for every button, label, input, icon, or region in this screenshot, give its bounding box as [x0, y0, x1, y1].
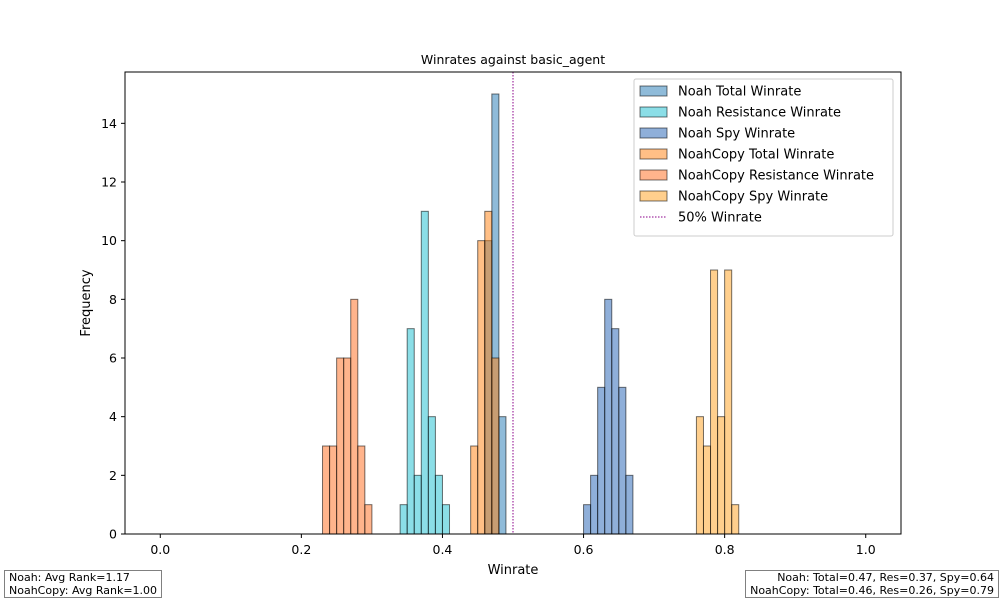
histogram-bar	[717, 416, 726, 535]
legend-label: Noah Spy Winrate	[678, 127, 795, 142]
histogram-bar	[611, 328, 620, 535]
y-tick-label: 4	[109, 409, 117, 424]
histogram-bar	[604, 298, 613, 535]
histogram-bar	[427, 416, 436, 535]
histogram-bar	[618, 386, 627, 535]
y-tick-label: 14	[101, 116, 117, 131]
x-tick-label: 0.4	[433, 542, 453, 557]
x-axis: 0.0 0.2 0.4 0.6 0.8 1.0	[150, 534, 876, 557]
histogram-bar	[731, 504, 740, 535]
note-right-line-1: Noah: Total=0.47, Res=0.37, Spy=0.64	[777, 571, 994, 584]
legend-label: Noah Total Winrate	[678, 85, 801, 100]
legend-label: NoahCopy Resistance Winrate	[678, 169, 874, 184]
legend-swatch	[639, 127, 668, 139]
y-tick-label: 8	[109, 292, 117, 307]
histogram-bar	[420, 210, 429, 535]
legend-swatch	[639, 190, 668, 202]
y-tick-label: 6	[109, 351, 117, 366]
x-tick-label: 1.0	[856, 542, 876, 557]
legend-label: NoahCopy Spy Winrate	[678, 190, 828, 205]
histogram-bar	[491, 357, 500, 535]
y-tick-label: 2	[109, 468, 117, 483]
x-tick-label: 0.0	[150, 542, 170, 557]
histogram-bar	[413, 474, 422, 535]
histogram-bar	[590, 474, 599, 535]
plot-frame	[124, 71, 902, 535]
histogram-bar	[399, 504, 408, 535]
histogram-bar	[343, 357, 352, 535]
y-axis: 0 2 4 6 8 10 12 14	[101, 116, 125, 542]
histogram-bar	[406, 328, 415, 535]
legend-label: Noah Resistance Winrate	[678, 106, 841, 121]
y-tick-label: 12	[101, 175, 117, 190]
histogram-bar	[597, 386, 606, 535]
histogram-bar	[441, 504, 451, 535]
legend-box	[633, 78, 894, 237]
histogram-bar	[695, 416, 704, 535]
histogram-bar	[498, 416, 507, 535]
histogram-bar	[702, 445, 712, 535]
y-tick-label: 0	[109, 527, 117, 542]
legend-label: NoahCopy Total Winrate	[678, 148, 834, 163]
histogram-bar	[329, 445, 338, 535]
histogram-bar	[583, 504, 592, 535]
histogram-bar	[364, 504, 373, 535]
legend-swatch	[639, 85, 668, 97]
legend-swatch	[639, 169, 668, 181]
x-axis-label: Winrate	[488, 563, 539, 578]
legend-swatch	[639, 106, 668, 118]
legend: Noah Total Winrate Noah Resistance Winrat…	[633, 78, 894, 237]
note-left-line-1: Noah: Avg Rank=1.17	[9, 571, 130, 584]
histogram-bar	[350, 298, 359, 535]
y-axis-label: Frequency	[79, 269, 94, 336]
x-tick-label: 0.8	[715, 542, 735, 557]
avg-rank-note: Noah: Avg Rank=1.17 NoahCopy: Avg Rank=1…	[4, 570, 163, 598]
x-tick-label: 0.6	[574, 542, 594, 557]
y-tick-label: 10	[101, 233, 117, 248]
histogram-bar	[322, 445, 331, 535]
histogram-bar	[477, 240, 486, 535]
histogram-bar	[484, 210, 493, 535]
histogram-bar	[470, 445, 479, 535]
x-tick-label: 0.2	[291, 542, 311, 557]
histogram-bar	[357, 445, 366, 535]
histogram-bar	[710, 269, 719, 535]
chart-title: Winrates against basic_agent	[421, 52, 605, 67]
histogram-bar	[625, 474, 634, 535]
winrate-summary-note: Noah: Total=0.47, Res=0.37, Spy=0.64 Noa…	[745, 570, 999, 598]
histogram-bar	[336, 357, 345, 535]
legend-label: 50% Winrate	[678, 211, 762, 226]
legend-swatch	[639, 148, 668, 160]
histogram-bar	[434, 474, 443, 535]
note-right-line-2: NoahCopy: Total=0.46, Res=0.26, Spy=0.79	[750, 584, 994, 597]
histogram-bar	[724, 269, 733, 535]
note-left-line-2: NoahCopy: Avg Rank=1.00	[9, 584, 158, 597]
